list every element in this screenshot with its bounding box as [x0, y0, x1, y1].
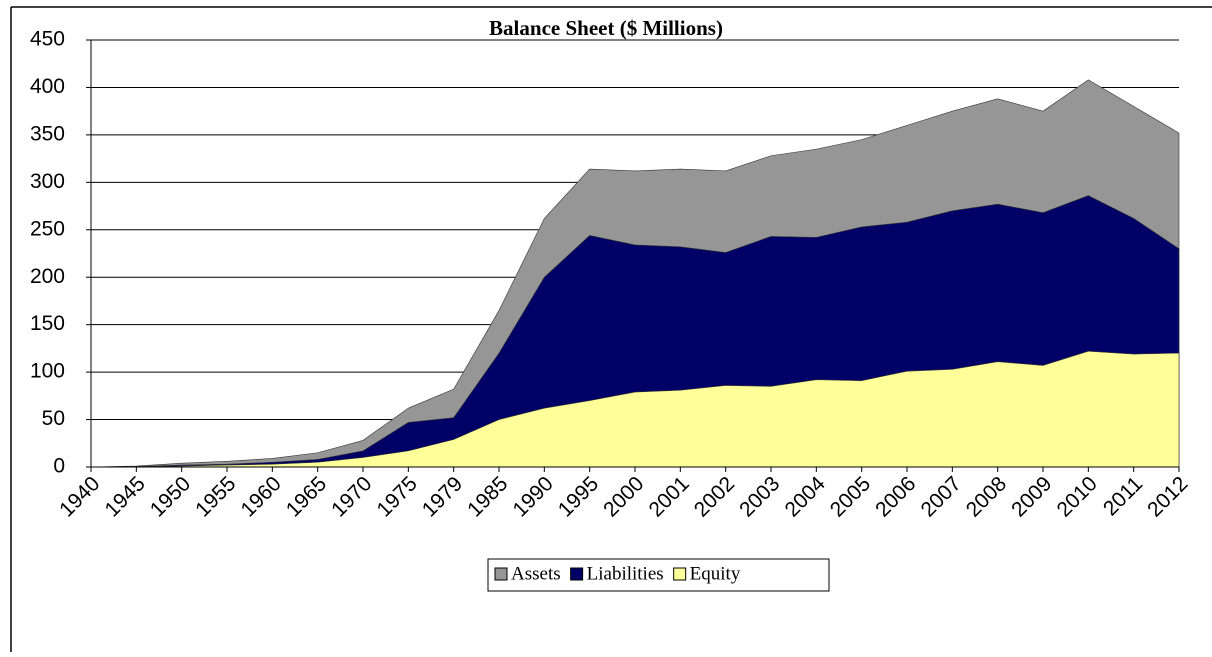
legend — [487, 558, 830, 592]
x-tick-label: 2004 — [780, 472, 830, 522]
x-tick-label: 2001 — [644, 472, 693, 521]
legend-label: Liabilities — [587, 563, 664, 584]
x-tick-label: 1995 — [554, 472, 603, 521]
x-tick-label: 1950 — [146, 472, 195, 521]
x-tick-label: 2011 — [1099, 472, 1147, 520]
x-tick-label: 2005 — [826, 472, 875, 521]
y-tick-label: 100 — [30, 360, 65, 383]
x-tick-label: 2003 — [735, 472, 784, 521]
area — [90, 350, 1180, 468]
x-tick-label: 1960 — [236, 472, 285, 521]
y-tick-label: 300 — [30, 170, 65, 193]
legend-swatch — [494, 567, 508, 581]
x-tick-label: 1979 — [418, 472, 467, 521]
y-tick-label: 250 — [30, 217, 65, 240]
x-tick-label: 1955 — [191, 472, 240, 521]
y-tick-label: 0 — [53, 455, 65, 478]
x-tick-label: 1975 — [372, 472, 421, 521]
x-tick-label: 2010 — [1052, 472, 1101, 521]
y-tick-label: 400 — [30, 75, 65, 98]
legend-label: Assets — [511, 563, 561, 584]
x-tick-label: 2012 — [1143, 472, 1192, 521]
x-tick-label: 2009 — [1007, 472, 1056, 521]
y-tick-label: 350 — [30, 122, 65, 145]
x-tick-label: 1945 — [100, 472, 149, 521]
x-tick-label: 1965 — [282, 472, 331, 521]
x-tick-label: 2007 — [916, 472, 965, 521]
y-tick-label: 200 — [30, 265, 65, 288]
x-tick-label: 1970 — [327, 472, 376, 521]
legend-label: Equity — [690, 563, 741, 584]
y-tick-label: 50 — [42, 407, 65, 430]
x-tick-label: 1940 — [55, 472, 104, 521]
y-tick-label: 150 — [30, 312, 65, 335]
legend-swatch — [673, 567, 687, 581]
y-tick-label: 450 — [30, 28, 65, 51]
x-tick-label: 1985 — [463, 472, 512, 521]
x-tick-label: 2000 — [599, 472, 648, 521]
legend-swatch — [570, 567, 584, 581]
x-tick-label: 2002 — [690, 472, 739, 521]
x-tick-label: 2008 — [962, 472, 1011, 521]
chart-title: Balance Sheet ($ Millions) — [489, 16, 723, 40]
x-tick-label: 1990 — [508, 472, 557, 521]
x-tick-label: 2006 — [871, 472, 920, 521]
